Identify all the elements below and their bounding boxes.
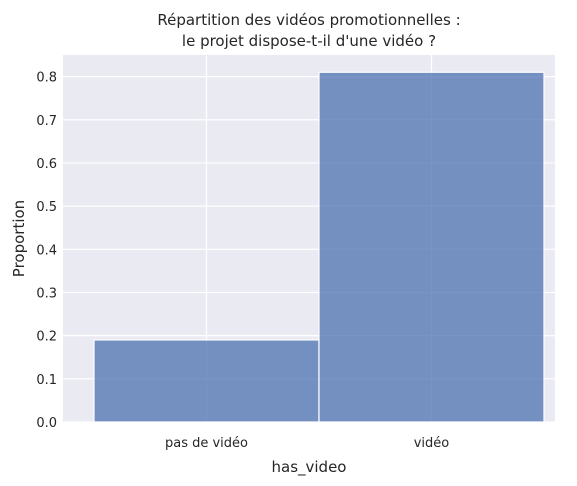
y-tick-label: 0.1 bbox=[36, 373, 57, 388]
y-tick-label: 0.0 bbox=[36, 416, 57, 431]
x-tick-label: pas de vidéo bbox=[165, 436, 248, 451]
bars bbox=[93, 71, 545, 423]
y-tick-label: 0.6 bbox=[36, 157, 57, 172]
y-tick-label: 0.7 bbox=[36, 114, 57, 129]
x-axis-ticks: pas de vidéo vidéo bbox=[165, 436, 449, 451]
y-tick-label: 0.4 bbox=[36, 243, 57, 258]
x-axis-label: has_video bbox=[272, 458, 347, 477]
y-tick-label: 0.3 bbox=[36, 286, 57, 301]
y-axis-label: Proportion bbox=[10, 200, 28, 277]
bar-0 bbox=[93, 339, 320, 423]
y-tick-label: 0.5 bbox=[36, 200, 57, 215]
bar-1 bbox=[318, 71, 545, 423]
y-tick-label: 0.8 bbox=[36, 71, 57, 86]
y-tick-label: 0.2 bbox=[36, 330, 57, 345]
chart-title-line-2: le projet dispose-t-il d'une vidéo ? bbox=[182, 32, 436, 50]
x-tick-label: vidéo bbox=[414, 436, 450, 451]
y-axis-ticks: 0.0 0.1 0.2 0.3 0.4 0.5 0.6 0.7 0.8 bbox=[36, 71, 57, 431]
chart-title-line-1: Répartition des vidéos promotionnelles : bbox=[157, 11, 460, 29]
